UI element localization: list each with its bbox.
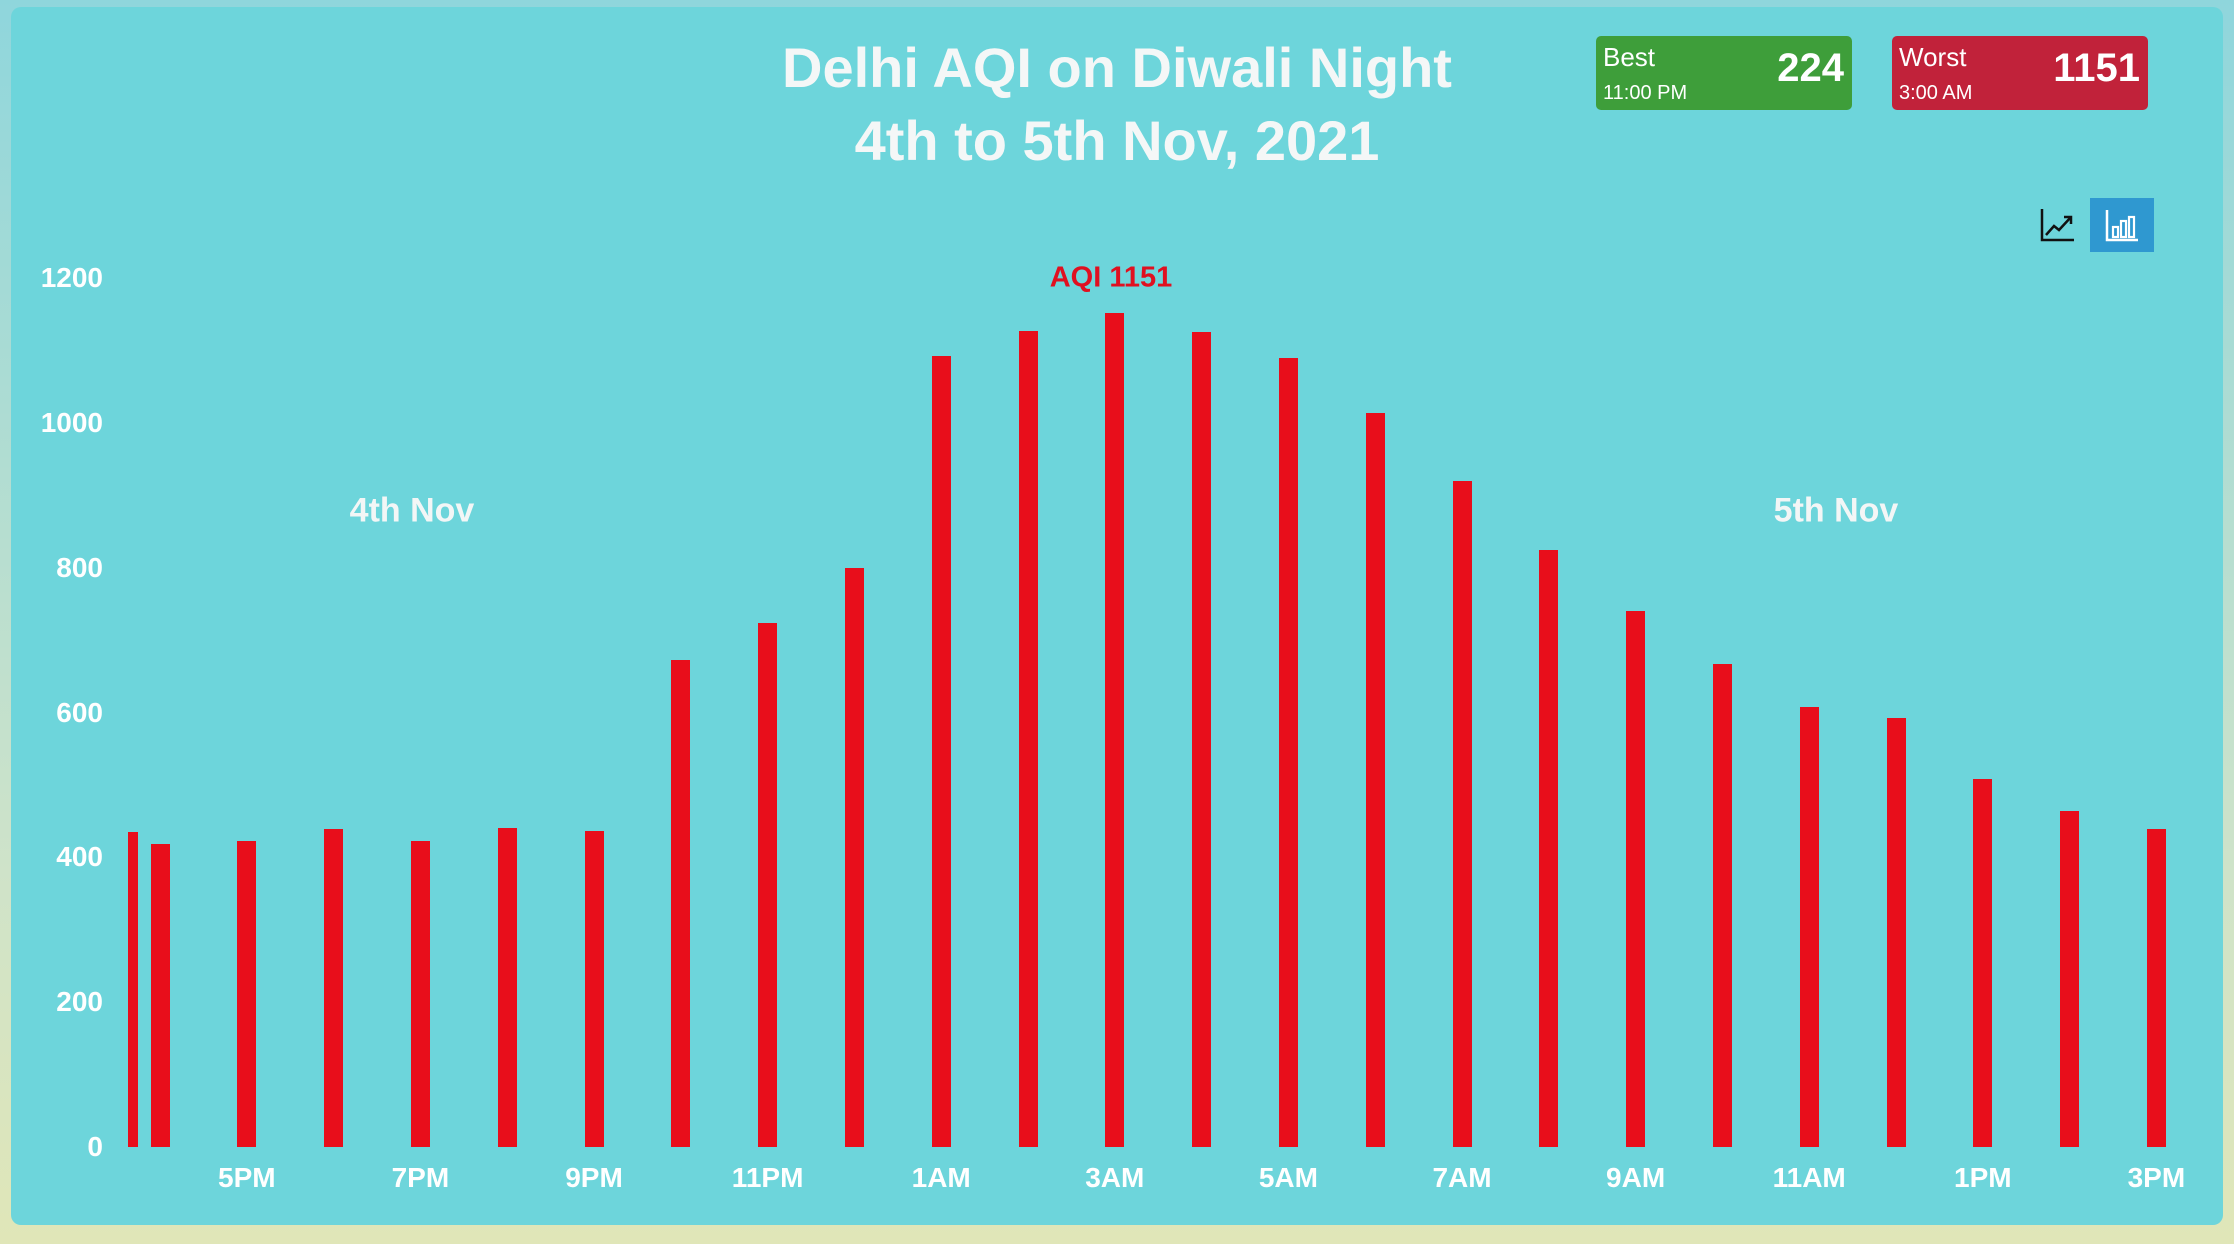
- x-tick-label: 3AM: [1085, 1162, 1145, 1193]
- bar-1pm: [1973, 779, 1993, 1147]
- best-label: Best: [1603, 42, 1656, 72]
- bar-6am: [1365, 413, 1385, 1147]
- bar-5pm: [237, 840, 257, 1147]
- best-aqi-badge: Best 11:00 PM 224: [1596, 36, 1852, 110]
- bar-10am: [1712, 663, 1732, 1147]
- bar-9am: [1626, 611, 1646, 1147]
- y-tick-label: 0: [87, 1131, 103, 1162]
- bar-chart-toggle[interactable]: [2090, 198, 2154, 252]
- bar-10pm: [671, 659, 691, 1147]
- x-tick-label: 11AM: [1772, 1162, 1846, 1193]
- bar-8am: [1539, 550, 1559, 1147]
- worst-aqi-badge: Worst 3:00 AM 1151: [1892, 36, 2148, 110]
- x-tick-label: 1PM: [1954, 1162, 2012, 1193]
- bar-partial: [128, 831, 138, 1147]
- bar-chart-icon: [2105, 210, 2138, 242]
- bar-11am: [1799, 706, 1819, 1147]
- bar-5am: [1278, 357, 1298, 1147]
- bar-7pm: [410, 840, 430, 1147]
- x-tick-label: 5AM: [1258, 1162, 1318, 1193]
- chart-subtitle: 4th to 5th Nov, 2021: [854, 109, 1380, 172]
- day1-annotation: 4th Nov: [349, 491, 475, 530]
- bar-7am: [1452, 481, 1472, 1147]
- bar-2pm: [2060, 810, 2080, 1147]
- y-tick-label: 400: [56, 841, 103, 873]
- bar-6pm: [324, 829, 344, 1147]
- bar-12pm: [1886, 718, 1906, 1147]
- line-chart-toggle[interactable]: [2036, 203, 2080, 247]
- x-tick-label: 7PM: [391, 1162, 450, 1193]
- x-tick-label: 3PM: [2127, 1162, 2186, 1193]
- x-tick-label: 1AM: [911, 1162, 971, 1193]
- bar-11pm: [758, 622, 778, 1147]
- y-tick-label: 200: [56, 986, 103, 1018]
- x-tick-label: 9PM: [565, 1162, 623, 1193]
- x-tick-label: 9AM: [1606, 1162, 1666, 1193]
- x-tick-label: 5PM: [218, 1162, 276, 1193]
- bar-9pm: [584, 830, 604, 1147]
- bar-4pm: [150, 843, 170, 1147]
- bar-1am: [931, 356, 951, 1147]
- best-time: 11:00 PM: [1603, 82, 1688, 104]
- worst-value: 1151: [2053, 46, 2140, 90]
- y-tick-label: 1000: [40, 406, 103, 438]
- bar-3pm: [2146, 829, 2166, 1147]
- bar-2am: [1018, 330, 1038, 1147]
- y-tick-label: 800: [56, 551, 103, 583]
- bar-8pm: [497, 827, 517, 1147]
- x-tick-label: 7AM: [1432, 1162, 1492, 1193]
- worst-label: Worst: [1899, 42, 1967, 72]
- line-chart-icon: [2040, 209, 2074, 242]
- y-tick-label: 600: [56, 696, 103, 728]
- worst-time: 3:00 AM: [1899, 82, 1973, 104]
- x-tick-label: 11PM: [731, 1162, 804, 1193]
- bar-3am: [1105, 313, 1125, 1147]
- bar-4am: [1192, 332, 1212, 1147]
- best-value: 224: [1777, 46, 1844, 90]
- day2-annotation: 5th Nov: [1773, 491, 1899, 530]
- bar-12am: [844, 568, 864, 1147]
- y-tick-label: 1200: [40, 262, 103, 293]
- chart-title: Delhi AQI on Diwali Night: [782, 36, 1452, 99]
- peak-annotation: AQI 1151: [1049, 261, 1173, 294]
